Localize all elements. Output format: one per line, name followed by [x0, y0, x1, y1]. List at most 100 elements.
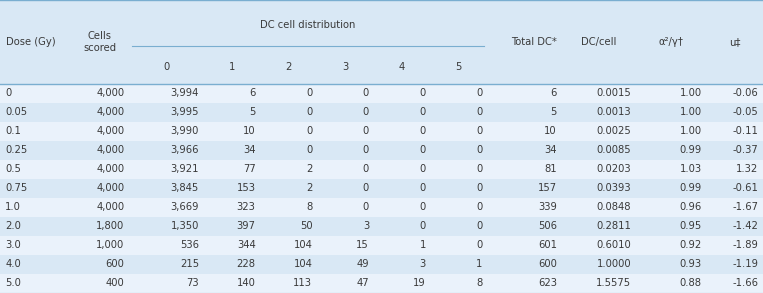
Bar [0, 122, 763, 141]
Text: 0: 0 [363, 202, 369, 212]
Text: 4,000: 4,000 [96, 183, 124, 193]
Text: 0: 0 [476, 221, 482, 231]
Text: 0.0015: 0.0015 [597, 88, 631, 98]
Text: -1.89: -1.89 [732, 240, 758, 251]
Text: 104: 104 [294, 240, 312, 251]
Text: 0: 0 [420, 145, 426, 155]
Text: 1.00: 1.00 [680, 126, 702, 136]
Text: 3,845: 3,845 [171, 183, 199, 193]
Text: 1.0000: 1.0000 [597, 259, 631, 270]
Text: 601: 601 [538, 240, 557, 251]
Bar [0, 103, 763, 122]
Text: 6: 6 [250, 88, 256, 98]
Text: 15: 15 [356, 240, 369, 251]
Text: -0.61: -0.61 [732, 183, 758, 193]
Text: 0: 0 [306, 107, 312, 117]
Text: 344: 344 [237, 240, 256, 251]
Text: 623: 623 [538, 278, 557, 289]
Text: 0: 0 [306, 126, 312, 136]
Text: -1.67: -1.67 [732, 202, 758, 212]
Text: 50: 50 [300, 221, 312, 231]
Text: 0: 0 [420, 126, 426, 136]
Text: 0: 0 [363, 145, 369, 155]
Text: 3.0: 3.0 [5, 240, 21, 251]
Text: 0: 0 [5, 88, 11, 98]
Text: 10: 10 [544, 126, 557, 136]
Text: 0: 0 [163, 62, 169, 72]
Bar [0, 274, 763, 293]
Text: 5.0: 5.0 [5, 278, 21, 289]
Text: 47: 47 [356, 278, 369, 289]
Text: 0.88: 0.88 [680, 278, 702, 289]
Text: 0.99: 0.99 [679, 183, 702, 193]
Text: 0: 0 [363, 88, 369, 98]
Text: 2: 2 [306, 164, 312, 174]
Text: 0.05: 0.05 [5, 107, 27, 117]
Bar [0, 141, 763, 160]
Text: 34: 34 [545, 145, 557, 155]
Text: 4.0: 4.0 [5, 259, 21, 270]
Text: 4,000: 4,000 [96, 164, 124, 174]
Text: 1,000: 1,000 [96, 240, 124, 251]
Text: 81: 81 [544, 164, 557, 174]
Text: 2: 2 [285, 62, 291, 72]
Text: 5: 5 [456, 62, 462, 72]
Text: -0.05: -0.05 [732, 107, 758, 117]
Text: 0.25: 0.25 [5, 145, 27, 155]
Text: 8: 8 [306, 202, 312, 212]
Text: 4,000: 4,000 [96, 88, 124, 98]
Text: -1.42: -1.42 [732, 221, 758, 231]
Text: 3,966: 3,966 [170, 145, 199, 155]
Text: 0: 0 [420, 107, 426, 117]
Text: 49: 49 [356, 259, 369, 270]
Text: 0.5: 0.5 [5, 164, 21, 174]
Text: 0.95: 0.95 [679, 221, 702, 231]
Text: 0: 0 [420, 88, 426, 98]
Text: 0.6010: 0.6010 [597, 240, 631, 251]
Text: 215: 215 [180, 259, 199, 270]
Text: 5: 5 [250, 107, 256, 117]
Text: 1,350: 1,350 [170, 221, 199, 231]
Text: 140: 140 [237, 278, 256, 289]
Text: DC cell distribution: DC cell distribution [260, 20, 356, 30]
Text: 77: 77 [243, 164, 256, 174]
Bar [0, 160, 763, 179]
Text: 397: 397 [237, 221, 256, 231]
Text: 0: 0 [476, 126, 482, 136]
Text: α²/γ†: α²/γ† [658, 37, 684, 47]
Text: 536: 536 [180, 240, 199, 251]
Text: 0: 0 [363, 107, 369, 117]
Text: 5: 5 [551, 107, 557, 117]
Text: 0.92: 0.92 [679, 240, 702, 251]
Text: 0: 0 [306, 145, 312, 155]
Text: 113: 113 [293, 278, 312, 289]
Text: 0.0025: 0.0025 [597, 126, 631, 136]
Text: 400: 400 [106, 278, 124, 289]
Text: 1: 1 [476, 259, 482, 270]
Text: 19: 19 [413, 278, 426, 289]
Text: -0.37: -0.37 [732, 145, 758, 155]
Text: 0: 0 [306, 88, 312, 98]
Text: 3,669: 3,669 [170, 202, 199, 212]
Text: 3,995: 3,995 [170, 107, 199, 117]
Text: 3: 3 [363, 221, 369, 231]
Bar [0, 198, 763, 217]
Text: 153: 153 [237, 183, 256, 193]
Text: 339: 339 [538, 202, 557, 212]
Bar [0, 236, 763, 255]
Bar [0, 217, 763, 236]
Text: 0: 0 [476, 107, 482, 117]
Text: 506: 506 [538, 221, 557, 231]
Text: 600: 600 [538, 259, 557, 270]
Text: 0.0393: 0.0393 [597, 183, 631, 193]
Text: -0.11: -0.11 [732, 126, 758, 136]
Text: 4: 4 [399, 62, 405, 72]
Text: 0: 0 [363, 164, 369, 174]
Text: 1: 1 [420, 240, 426, 251]
Text: DC/cell: DC/cell [581, 37, 617, 47]
Bar [0, 179, 763, 198]
Text: 10: 10 [243, 126, 256, 136]
Text: 0: 0 [363, 183, 369, 193]
Text: 104: 104 [294, 259, 312, 270]
Text: 0.2811: 0.2811 [597, 221, 631, 231]
